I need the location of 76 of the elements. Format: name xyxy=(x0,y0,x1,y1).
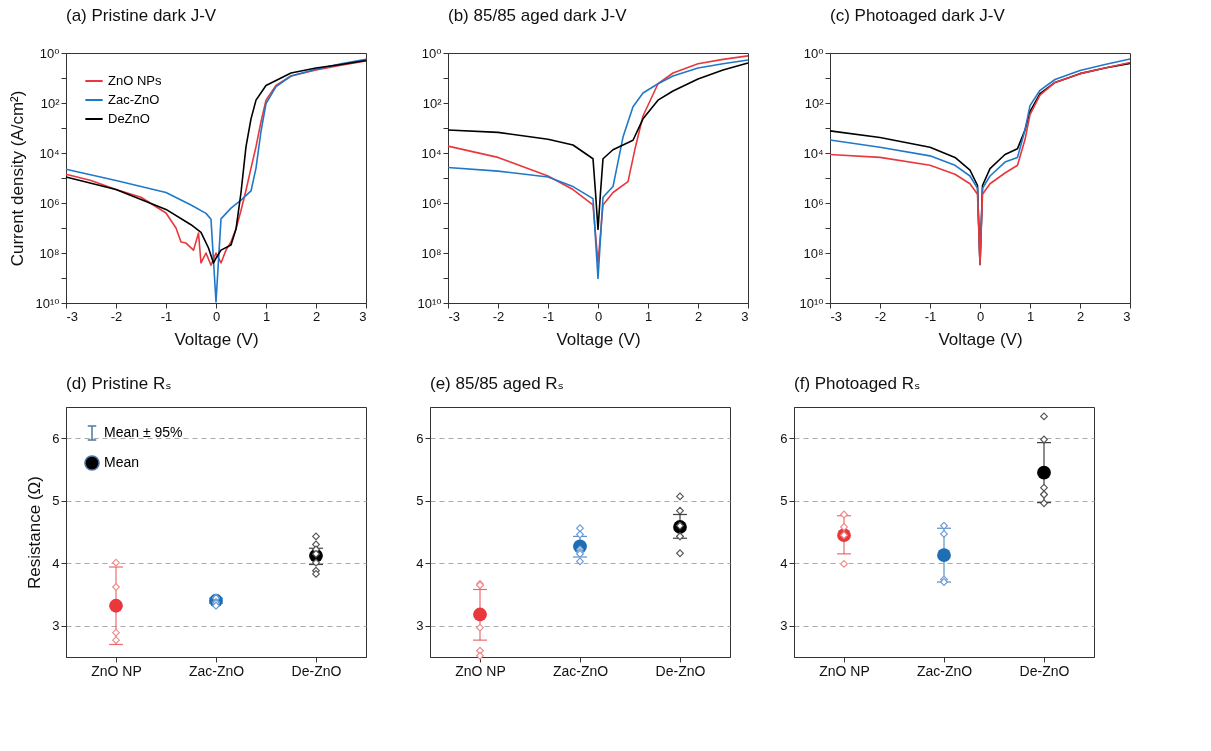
x-tick-label: Zac-ZnO xyxy=(552,662,609,679)
x-tick-label: 1 xyxy=(644,308,653,324)
x-tick-label: 0 xyxy=(212,308,221,324)
x-tick-label: -2 xyxy=(110,308,123,324)
y-tick-label: 10¹⁰ xyxy=(35,295,60,311)
y-tick-label: 3 xyxy=(416,618,424,634)
x-axis-title: Voltage (V) xyxy=(174,329,259,349)
x-tick-label: 0 xyxy=(594,308,603,324)
y-tick-label: 10² xyxy=(804,95,825,111)
x-axis-title: Voltage (V) xyxy=(938,329,1023,349)
x-tick-label: 1 xyxy=(1026,308,1035,324)
x-tick-label: 3 xyxy=(741,308,749,324)
x-tick-label: De-ZnO xyxy=(291,662,342,679)
chart-title: (a) Pristine dark J-V xyxy=(66,6,217,25)
x-tick-label: -3 xyxy=(448,308,461,324)
x-tick-label: ZnO NP xyxy=(91,662,142,679)
y-tick-label: 10¹⁰ xyxy=(417,295,442,311)
x-tick-label: De-ZnO xyxy=(1019,662,1070,679)
x-tick-label: -1 xyxy=(160,308,173,324)
x-tick-label: -1 xyxy=(542,308,555,324)
x-tick-label: ZnO NP xyxy=(455,662,506,679)
chart-title: (e) 85/85 aged Rₛ xyxy=(430,374,564,393)
x-tick-label: Zac-ZnO xyxy=(916,662,973,679)
x-tick-label: -2 xyxy=(492,308,505,324)
y-tick-label: 4 xyxy=(416,555,424,571)
y-tick-label: 5 xyxy=(52,493,60,509)
y-tick-label: 10² xyxy=(40,95,61,111)
y-tick-label: 10⁰ xyxy=(39,45,60,61)
x-tick-label: Zac-ZnO xyxy=(188,662,245,679)
x-tick-label: -3 xyxy=(830,308,843,324)
y-tick-label: 6 xyxy=(416,430,424,446)
y-tick-label: 6 xyxy=(52,430,60,446)
annotation: Mean ± 95% xyxy=(104,424,183,440)
x-tick-label: 3 xyxy=(359,308,367,324)
chart-title: (c) Photoaged dark J-V xyxy=(830,6,1006,25)
x-tick-label: 2 xyxy=(694,308,703,324)
legend-label: DeZnO xyxy=(108,111,150,126)
y-tick-label: 10⁰ xyxy=(421,45,442,61)
y-tick-label: 10⁸ xyxy=(39,245,60,261)
y-tick-label: 5 xyxy=(416,493,424,509)
chart-title: (d) Pristine Rₛ xyxy=(66,374,172,393)
y-tick-label: 10⁸ xyxy=(803,245,824,261)
x-tick-label: 0 xyxy=(976,308,985,324)
y-tick-label: 3 xyxy=(780,618,788,634)
x-tick-label: ZnO NP xyxy=(819,662,870,679)
x-tick-label: -3 xyxy=(66,308,79,324)
x-tick-label: De-ZnO xyxy=(655,662,706,679)
x-tick-label: 3 xyxy=(1123,308,1131,324)
chart-title: (f) Photoaged Rₛ xyxy=(794,374,921,393)
y-axis-title: Resistance (Ω) xyxy=(25,476,45,589)
x-tick-label: -2 xyxy=(874,308,887,324)
y-tick-label: 10⁶ xyxy=(421,195,442,211)
y-tick-label: 10⁴ xyxy=(39,145,60,161)
y-tick-label: 10⁶ xyxy=(39,195,60,211)
y-tick-label: 10⁸ xyxy=(421,245,442,261)
x-tick-label: 2 xyxy=(312,308,321,324)
y-tick-label: 3 xyxy=(52,618,60,634)
y-tick-label: 6 xyxy=(780,430,788,446)
x-tick-label: 2 xyxy=(1076,308,1085,324)
y-tick-label: 4 xyxy=(52,555,60,571)
y-tick-label: 10⁶ xyxy=(803,195,824,211)
y-tick-label: 4 xyxy=(780,555,788,571)
x-tick-label: -1 xyxy=(924,308,937,324)
legend-label: Zac-ZnO xyxy=(108,92,160,107)
y-tick-label: 10² xyxy=(422,95,443,111)
y-tick-label: 5 xyxy=(780,493,788,509)
y-tick-label: 10⁴ xyxy=(803,145,824,161)
legend-label: Mean xyxy=(104,454,140,470)
legend-label: ZnO NPs xyxy=(108,73,162,88)
y-axis-title: Current density (A/cm²) xyxy=(8,90,28,267)
chart-title: (b) 85/85 aged dark J-V xyxy=(448,6,628,25)
y-tick-label: 10⁰ xyxy=(803,45,824,61)
x-tick-label: 1 xyxy=(262,308,271,324)
y-tick-label: 10⁴ xyxy=(421,145,442,161)
y-tick-label: 10¹⁰ xyxy=(799,295,824,311)
x-axis-title: Voltage (V) xyxy=(556,329,641,349)
